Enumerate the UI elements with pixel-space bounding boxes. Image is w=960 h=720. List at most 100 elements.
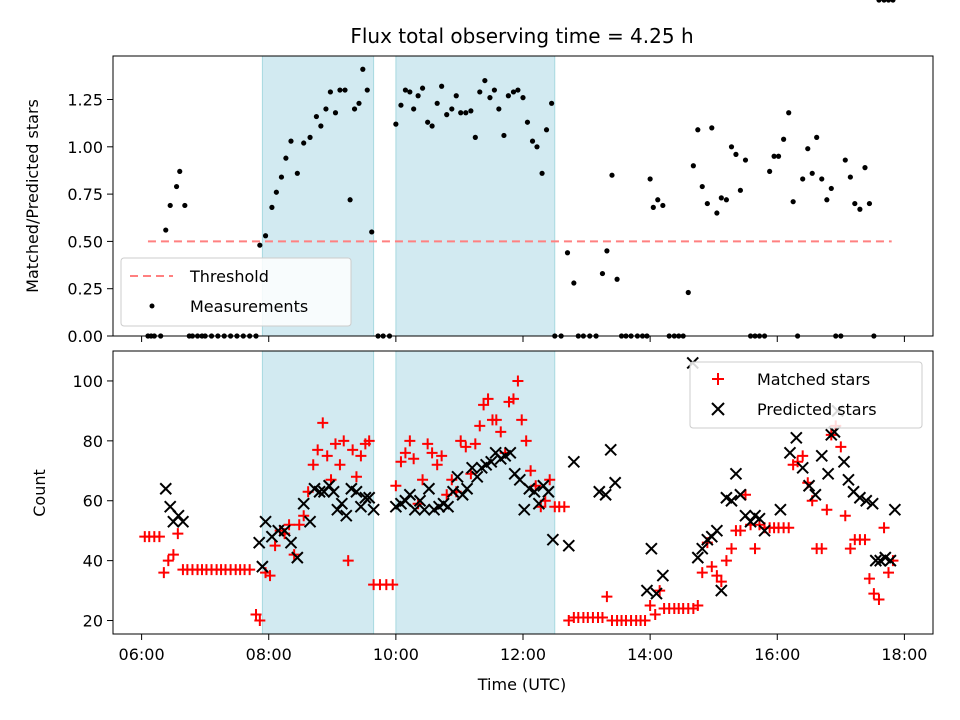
measurement-point (549, 100, 555, 106)
matched-star-point (844, 543, 856, 555)
predicted-star-point (815, 449, 828, 463)
legend-matched-label: Matched stars (757, 370, 870, 389)
measurement-point (723, 197, 730, 203)
measurement-point (167, 202, 173, 209)
measurement-point (660, 202, 666, 209)
legend-predicted-label: Predicted stars (757, 400, 877, 419)
measurement-point (614, 276, 620, 282)
measurement-point (288, 138, 294, 144)
measurement-point (411, 106, 417, 112)
matched-star-point (350, 471, 362, 483)
predicted-star-point (542, 485, 555, 498)
bottom-x-ticks: 06:00 08:00 10:00 12:00 14:00 16:00 18:00 (119, 634, 927, 664)
measurement-point (771, 153, 777, 159)
predicted-star-point (729, 467, 743, 480)
predicted-star-point (744, 515, 757, 528)
measurement-point (327, 89, 333, 95)
predicted-star-point (608, 476, 622, 489)
measurement-point (699, 183, 705, 190)
matched-star-point (725, 543, 737, 555)
predicted-star-point (884, 554, 897, 567)
top-panel: 0.00 0.25 0.50 0.75 1.00 1.25 Matched/Predict… (23, 0, 934, 346)
measurement-point (429, 123, 435, 129)
matched-star-point (739, 489, 751, 501)
matched-star-point (490, 414, 502, 426)
measurement-point (173, 183, 180, 190)
matched-star-point (706, 561, 718, 573)
predicted-star-point (783, 446, 797, 460)
measurement-point (262, 233, 269, 239)
matched-star-point (283, 519, 295, 531)
top-x-ticks (141, 336, 905, 342)
measurement-point (852, 200, 858, 207)
y-tick-label: 1.00 (67, 138, 103, 157)
measurement-point (539, 170, 545, 176)
measurement-point (398, 102, 404, 108)
matched-star-point (816, 543, 828, 555)
measurement-point (307, 134, 313, 140)
matched-star-point (696, 567, 708, 579)
matched-star-point (312, 444, 324, 456)
predicted-star-point (331, 503, 344, 516)
matched-star-point (835, 441, 847, 453)
matched-star-point (431, 459, 443, 471)
measurement-point (520, 95, 526, 101)
measurement-point (881, 0, 887, 3)
predicted-star-point (350, 485, 363, 498)
predicted-star-point (284, 536, 298, 549)
matched-star-point (338, 435, 350, 447)
measurement-point (313, 113, 320, 120)
measurement-point (800, 176, 806, 182)
chart-title: Flux total observing time = 4.25 h (350, 24, 693, 48)
measurement-point (434, 100, 440, 106)
x-tick-label: 14:00 (627, 645, 673, 664)
predicted-star-point (656, 569, 670, 582)
measurement-point (369, 229, 375, 235)
predicted-star-point (403, 488, 417, 501)
matched-star-point (426, 447, 438, 459)
measurement-point (415, 93, 421, 99)
measurement-point (786, 110, 792, 116)
matched-star-point (644, 600, 656, 612)
bottom-panel: 06:00 08:00 10:00 12:00 14:00 16:00 18:00 20 40… (30, 350, 934, 694)
y-tick-label: 0.00 (67, 327, 103, 346)
matched-star-point (417, 474, 429, 486)
matched-star-point (863, 573, 875, 585)
predicted-star-point (367, 503, 380, 516)
matched-star-point (408, 453, 420, 465)
matched-star-point (244, 564, 256, 576)
matched-star-point (783, 522, 795, 534)
measurement-point (439, 83, 445, 89)
measurement-point (742, 157, 749, 163)
measurement-point (819, 176, 825, 182)
matched-star-point (387, 579, 399, 591)
matched-star-point (307, 459, 319, 471)
measurement-point (728, 144, 735, 150)
predicted-star-point (599, 488, 612, 501)
measurement-point (690, 163, 696, 169)
measurement-point (449, 106, 455, 112)
predicted-star-point (640, 584, 654, 597)
predicted-star-point (513, 473, 527, 486)
predicted-star-point (725, 494, 738, 507)
predicted-star-point (532, 497, 546, 510)
measurement-point (444, 112, 450, 118)
measurement-point (318, 123, 324, 129)
matched-star-point (363, 435, 375, 447)
measurement-point (824, 197, 830, 203)
predicted-star-point (252, 536, 266, 549)
predicted-star-point (802, 479, 816, 492)
predicted-star-point (869, 554, 882, 567)
matched-star-point (821, 504, 833, 516)
measurement-point (604, 248, 610, 254)
matched-star-point (734, 525, 746, 537)
bottom-legend: Matched stars Predicted stars (689, 361, 923, 429)
predicted-star-point (422, 482, 436, 495)
predicted-star-point (159, 482, 172, 495)
measurement-point (862, 165, 868, 171)
measurement-point (360, 66, 366, 72)
matched-star-point (460, 441, 472, 453)
top-legend: Threshold Measurements (120, 257, 352, 327)
matched-star-point (167, 549, 179, 561)
predicted-star-point (715, 584, 728, 597)
